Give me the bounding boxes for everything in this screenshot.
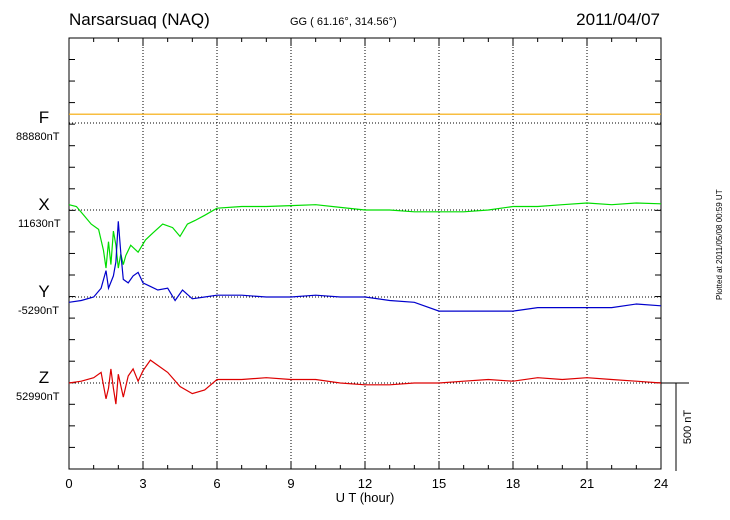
channel-label-f: F [38,108,50,127]
scale-bar-label: 500 nT [682,410,694,445]
plot-date: 2011/04/07 [576,10,660,29]
x-tick-label: 15 [432,476,446,491]
baseline-label-y: -5290nT [18,305,59,317]
baseline-label-z: 52990nT [16,391,60,403]
series-line-x [68,202,662,269]
x-axis-label: U T (hour) [336,490,395,505]
x-tick-label: 18 [506,476,520,491]
x-tick-label: 9 [287,476,294,491]
series-line-z [68,359,662,405]
geographic-coordinates: GG ( 61.16°, 314.56°) [290,16,397,28]
x-tick-label: 0 [65,476,72,491]
x-tick-label: 6 [213,476,220,491]
station-title: Narsarsuaq (NAQ) [69,10,210,29]
channel-label-x: X [38,195,50,214]
x-tick-label: 21 [580,476,594,491]
baseline-label-x: 11630nT [18,218,61,230]
x-tick-label: 3 [139,476,146,491]
channel-label-y: Y [38,282,50,301]
x-tick-label: 24 [654,476,668,491]
baseline-label-f: 88880nT [16,131,60,143]
plotted-timestamp: Plotted at 2011/05/08 00:59 UT [715,189,724,300]
x-tick-label: 12 [358,476,372,491]
channel-label-z: Z [38,368,50,387]
series-line-y [68,221,662,312]
